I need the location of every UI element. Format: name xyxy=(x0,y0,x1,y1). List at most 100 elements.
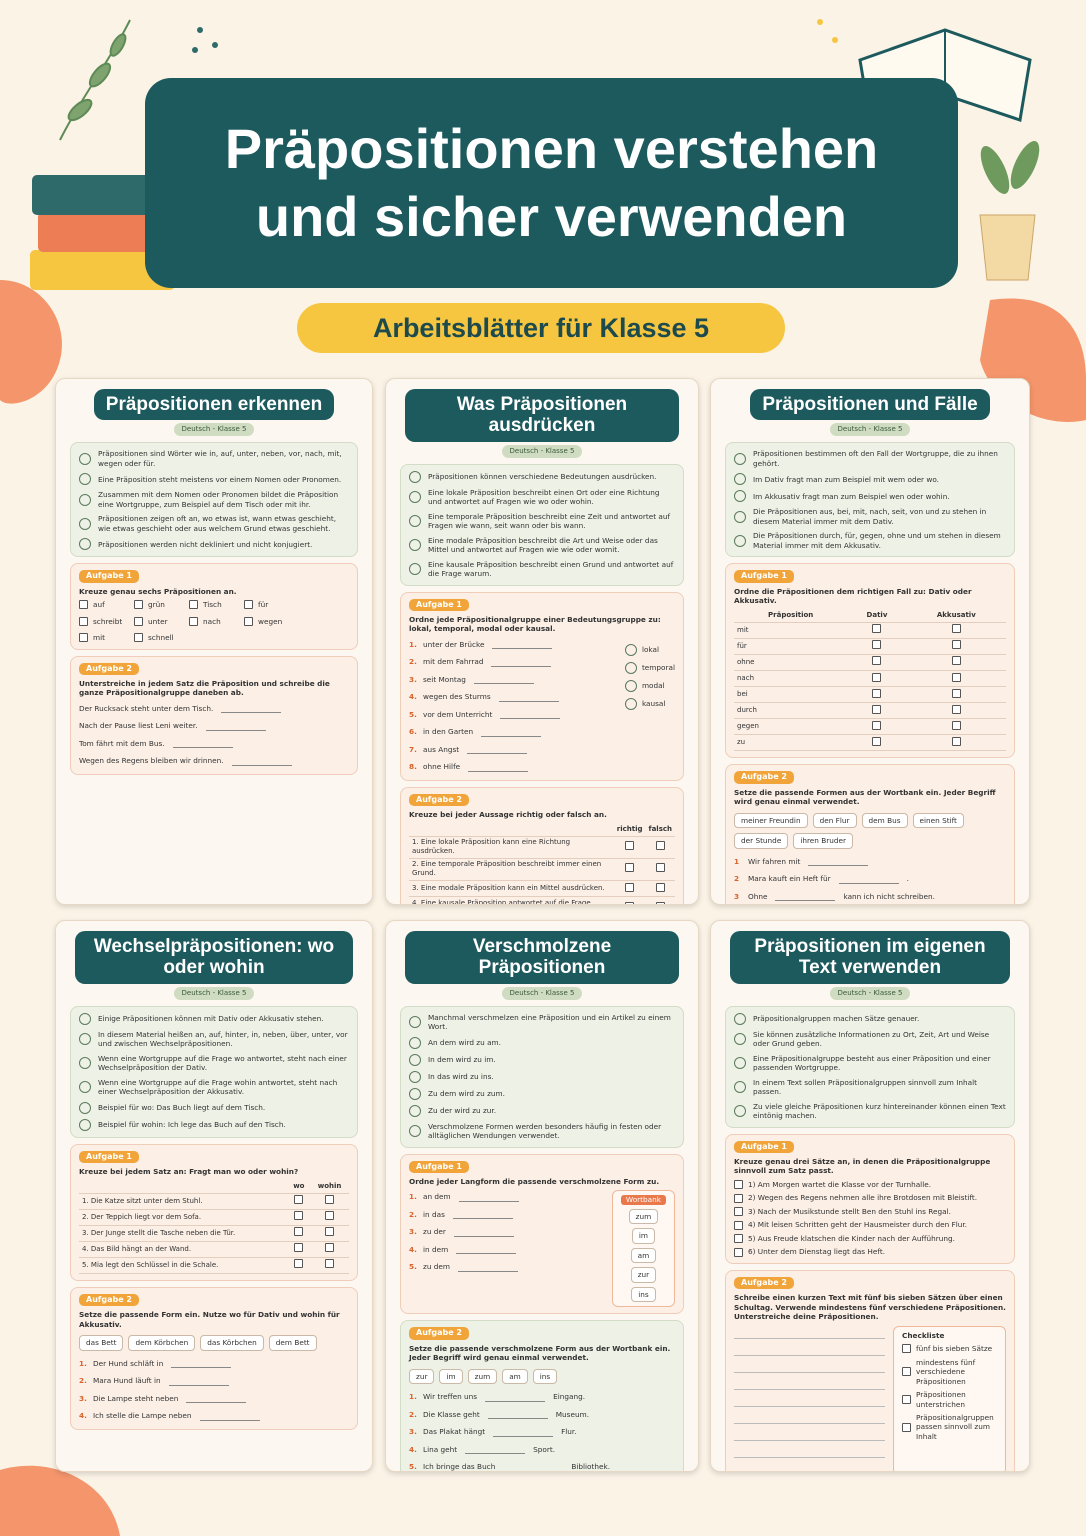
answer-blank xyxy=(452,1210,513,1220)
check-item: 6) Unter dem Dienstag liegt das Heft. xyxy=(734,1247,1006,1257)
task-label: Aufgabe 2 xyxy=(79,1293,139,1307)
task-label: Aufgabe 2 xyxy=(734,771,794,784)
table-row: zu xyxy=(734,734,1006,752)
info-box: Präpositionen sind Wörter wie in, auf, u… xyxy=(70,442,358,558)
row-text: 4. Eine kausale Präposition antwortet au… xyxy=(409,896,614,904)
check-cell xyxy=(645,858,675,882)
row-text: mit xyxy=(734,622,848,639)
info-text: Präpositionen bestimmen oft den Fall der… xyxy=(753,449,998,468)
item-row: Der Rucksack steht unter dem Tisch. xyxy=(79,703,349,714)
task-label: Aufgabe 1 xyxy=(409,1160,469,1173)
item-row: 5. zu dem xyxy=(409,1262,604,1272)
checkbox xyxy=(872,672,882,682)
item-text: Bibliothek. xyxy=(571,1462,611,1472)
word-bank: das Bett dem Körbchen das Körbchen dem Bett xyxy=(79,1335,349,1351)
item-row: 1. an dem xyxy=(409,1192,604,1202)
checkbox xyxy=(951,704,961,714)
worksheet-card: Was Präpositionen ausdrücken Deutsch - Kl… xyxy=(385,378,699,905)
checkbox xyxy=(294,1243,304,1253)
info-text: Präpositionen zeigen oft an, wo etwas is… xyxy=(98,514,337,533)
item-text: aus Angst xyxy=(423,744,460,754)
row-text: 3. Eine modale Präposition kann ein Mitt… xyxy=(409,880,614,898)
checkbox xyxy=(325,1195,335,1204)
word-bank-title: Wortbank xyxy=(620,1195,666,1205)
info-icon xyxy=(734,1033,746,1046)
sheet-subtitle: Deutsch - Klasse 5 xyxy=(829,423,911,437)
item-row: 1. unter der Brücke xyxy=(409,640,617,650)
item-number: 2. xyxy=(409,1409,417,1419)
info-item: Sie können zusätzliche Informationen zu … xyxy=(734,1030,1006,1049)
table-row: 2. Eine temporale Präposition beschreibt… xyxy=(409,858,675,882)
option-icon xyxy=(624,679,637,692)
checklist-text: mindestens fünf verschiedene Präposition… xyxy=(916,1357,976,1386)
info-item: An dem wird zu am. xyxy=(409,1036,675,1049)
item-number: 3. xyxy=(409,1427,417,1437)
item-row: 4. in dem xyxy=(409,1245,604,1255)
checkbox xyxy=(294,1195,304,1204)
worksheet-card: Präpositionen erkennen Deutsch - Klasse 5… xyxy=(55,378,373,905)
table-row: 4. Eine kausale Präposition antwortet au… xyxy=(409,896,675,904)
answer-blank xyxy=(458,1263,519,1272)
check-cell xyxy=(906,670,1006,688)
checkbox xyxy=(325,1259,335,1269)
check-cell xyxy=(287,1209,311,1226)
check-text: 1) Am Morgen wartet die Klasse vor der T… xyxy=(748,1179,932,1189)
row-text: 3. Der Junge stellt die Tasche neben die… xyxy=(79,1225,288,1242)
info-text: Eine Präpositionalgruppe besteht aus ein… xyxy=(753,1053,991,1073)
task-box: Aufgabe 2 Setze die passende verschmolzen… xyxy=(400,1320,684,1472)
sheet-title: Was Präpositionen ausdrücken xyxy=(405,389,679,442)
task-label: Aufgabe 2 xyxy=(79,662,139,675)
option-icon xyxy=(624,697,637,710)
info-text: Wenn eine Wortgruppe auf die Frage wo an… xyxy=(98,1053,347,1073)
item-text: Das Plakat hängt xyxy=(423,1427,486,1437)
checkbox xyxy=(734,1180,743,1190)
answer-blank xyxy=(775,892,836,902)
answer-blank xyxy=(231,757,292,766)
word-option: schnell xyxy=(134,633,185,643)
checkbox xyxy=(79,616,88,626)
task-box: Aufgabe 2 Setze die passende Formen aus d… xyxy=(725,764,1015,904)
item-row: Wegen des Regens bleiben wir drinnen. xyxy=(79,756,349,766)
column-header xyxy=(79,1180,288,1194)
writing-line xyxy=(734,1445,885,1458)
checkbox xyxy=(655,841,665,851)
info-text: In einem Text sollen Präpositionalgruppe… xyxy=(753,1077,977,1097)
sheet-subtitle: Deutsch - Klasse 5 xyxy=(173,423,255,437)
item-text: Ich bringe das Buch xyxy=(423,1462,496,1472)
poster-subtitle: Arbeitsblätter für Klasse 5 xyxy=(297,303,785,353)
info-icon xyxy=(734,473,746,486)
table-row: für xyxy=(734,638,1006,655)
info-icon xyxy=(734,1105,746,1118)
word-chip: der Stunde xyxy=(734,833,789,849)
checkbox xyxy=(872,736,882,746)
answer-blank xyxy=(205,722,266,731)
item-text: Der Rucksack steht unter dem Tisch. xyxy=(79,703,214,713)
info-icon xyxy=(79,493,91,506)
check-cell xyxy=(310,1257,349,1274)
item-number: 8. xyxy=(409,762,417,772)
answer-blank xyxy=(485,1393,546,1402)
row-text: zu xyxy=(734,734,848,752)
checkbox xyxy=(294,1227,304,1237)
item-row: 2. in das xyxy=(409,1210,604,1220)
word-chip: zur xyxy=(409,1368,435,1385)
item-number: 2 xyxy=(734,874,740,884)
answer-blank xyxy=(453,1228,514,1237)
blob xyxy=(0,1465,120,1536)
task-label: Aufgabe 1 xyxy=(409,598,469,611)
check-text: 3) Nach der Musikstunde stellt Ben den S… xyxy=(748,1206,951,1216)
worksheet-card: Verschmolzene Präpositionen Deutsch - Kla… xyxy=(385,920,699,1472)
task-box: Aufgabe 1 Kreuze bei jedem Satz an: Fragt… xyxy=(70,1143,358,1281)
plant xyxy=(979,141,1040,281)
info-icon xyxy=(734,1081,746,1094)
word: schnell xyxy=(148,633,174,643)
info-text: Präpositionen können verschiedene Bedeut… xyxy=(428,471,657,481)
table-header: richtig falsch xyxy=(409,823,675,837)
item-text: Die Klasse geht xyxy=(423,1409,480,1419)
info-item: Im Dativ fragt man zum Beispiel mit wem … xyxy=(734,473,1006,486)
checkbox xyxy=(625,901,635,904)
task-instruction: Ordne jede Präpositionalgruppe einer Bed… xyxy=(409,614,661,634)
table-row: 3. Eine modale Präposition kann ein Mitt… xyxy=(409,880,675,898)
sheet-subtitle: Deutsch - Klasse 5 xyxy=(173,986,255,1000)
